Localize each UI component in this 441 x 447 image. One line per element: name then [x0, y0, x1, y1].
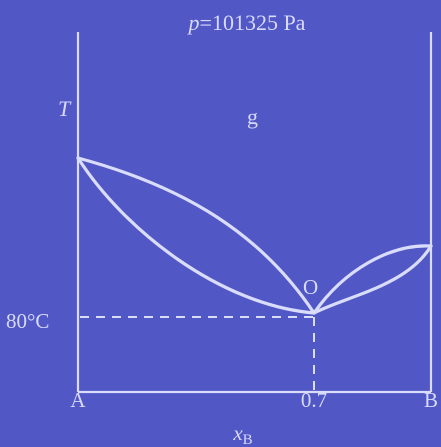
lower-left-curve [76, 156, 316, 315]
x-label-a: A [70, 388, 86, 412]
pressure-title: p=101325 Pa [187, 10, 306, 35]
x-axis-label: xB [232, 421, 252, 447]
gas-region-label: g [247, 104, 258, 129]
t-axis-label: T [58, 96, 72, 121]
upper-left-curve [76, 156, 316, 315]
upper-right-curve [312, 244, 433, 315]
point-o-label: O [303, 275, 318, 299]
x-label-b: B [424, 388, 438, 412]
temperature-label: 80°C [6, 309, 49, 333]
lower-right-curve [312, 244, 433, 315]
x-label-0-7: 0.7 [301, 388, 327, 412]
